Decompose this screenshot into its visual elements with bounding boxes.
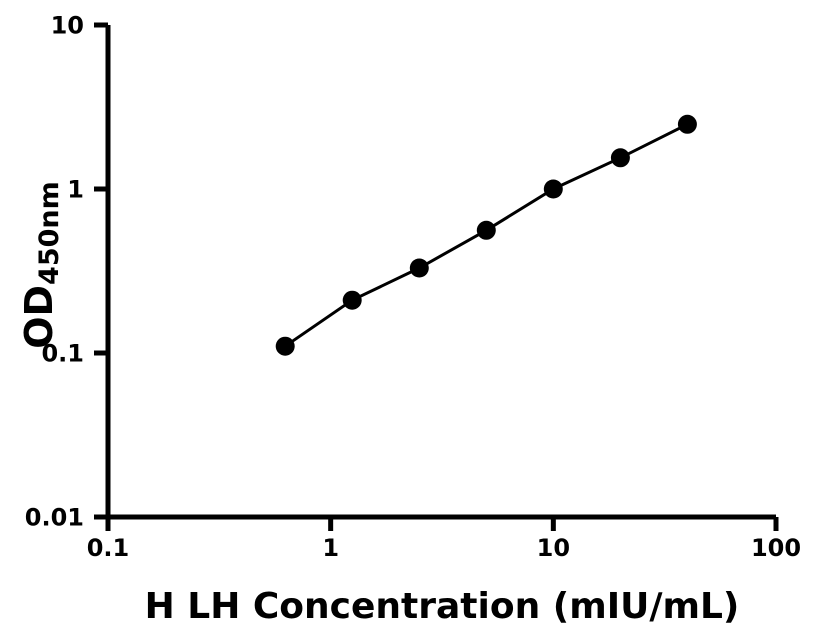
y-axis-title-subscript: 450nm	[34, 181, 65, 285]
axis-lines	[105, 25, 776, 520]
x-axis-tick-label: 1	[322, 534, 339, 562]
data-series	[275, 114, 697, 356]
data-point	[677, 114, 697, 134]
y-axis-tick-label: 10	[51, 12, 84, 40]
y-axis-tick-label: 0.1	[41, 340, 84, 368]
data-point	[543, 179, 563, 199]
x-axis: 0.1 1 10 100	[87, 517, 801, 562]
y-axis-title-main: OD	[17, 285, 61, 349]
data-point	[610, 148, 630, 168]
y-axis: 0.01 0.1 1 10	[25, 12, 108, 532]
x-axis-title: H LH Concentration (mIU/mL)	[145, 586, 740, 627]
y-axis-tick-label: 1	[67, 176, 84, 204]
data-point	[476, 220, 496, 240]
y-axis-tick-label: 0.01	[25, 504, 84, 532]
x-axis-tick-label: 10	[537, 534, 570, 562]
y-axis-title: OD450nm	[17, 181, 65, 349]
x-axis-tick-label: 100	[751, 534, 801, 562]
x-axis-tick-label: 0.1	[87, 534, 130, 562]
data-point	[409, 258, 429, 278]
data-point	[275, 336, 295, 356]
data-point	[342, 290, 362, 310]
